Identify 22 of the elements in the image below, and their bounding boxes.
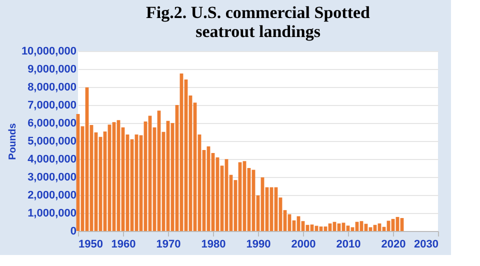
chart-title: Fig.2. U.S. commercial Spotted seatrout landings [146, 3, 371, 41]
y-tick-label: 5,000,000 [28, 136, 76, 148]
x-tick-label: 1950 [78, 238, 103, 250]
y-tick-label: 7,000,000 [28, 100, 76, 112]
y-tick-label: 2,000,000 [28, 190, 76, 202]
x-tick-label: 1980 [201, 238, 226, 250]
y-axis-title: Pounds [7, 122, 18, 160]
y-tick-label: 1,000,000 [28, 208, 76, 220]
y-tick-label: 9,000,000 [28, 64, 76, 76]
y-tick-label: 0 [70, 226, 76, 238]
x-tick-label: 2000 [291, 238, 316, 250]
x-tick-label: 1960 [111, 238, 136, 250]
y-tick-label: 6,000,000 [28, 118, 76, 130]
x-tick-label: 1970 [156, 238, 181, 250]
y-tick-label: 8,000,000 [28, 82, 76, 94]
x-tick-label: 1990 [246, 238, 271, 250]
y-tick-label: 4,000,000 [28, 154, 76, 166]
y-tick-label: 10,000,000 [21, 46, 76, 58]
y-tick-label: 3,000,000 [28, 172, 76, 184]
x-tick-label: 2020 [381, 238, 406, 250]
x-tick-label: 2030 [414, 238, 438, 250]
x-tick-label: 2010 [336, 238, 361, 250]
